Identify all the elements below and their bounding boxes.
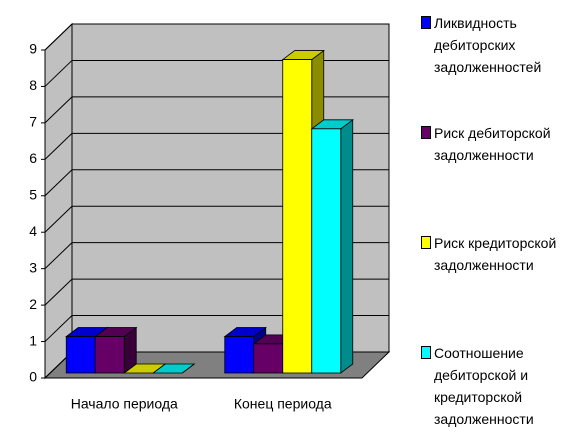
legend-swatch	[421, 126, 431, 139]
y-tick-label: 9	[29, 41, 37, 57]
y-tick-label: 5	[29, 186, 37, 202]
plot: 0 1 2 3 4 5 6 7 8 9 Начало периода Конец периода	[29, 22, 391, 412]
bar	[65, 336, 96, 374]
y-tick-label: 4	[29, 223, 37, 239]
y-tick-label: 2	[29, 296, 37, 312]
y-tick-label: 1	[29, 332, 37, 348]
legend-label: Ликвидность дебиторских задолженностей	[434, 15, 542, 75]
bar	[282, 59, 313, 374]
y-tick-label: 3	[29, 259, 37, 275]
side-wall	[44, 22, 73, 380]
x-tick-label: Конец периода	[234, 396, 332, 412]
bar-top	[152, 363, 196, 374]
legend-swatch	[421, 16, 431, 29]
grid-line	[44, 23, 389, 51]
bar	[94, 336, 125, 374]
y-tick-label: 0	[29, 369, 37, 385]
legend-label: Соотношение дебиторской и кредиторской з…	[434, 345, 534, 427]
legend-swatch	[421, 346, 431, 359]
y-tick-label: 6	[29, 150, 37, 166]
legend-label: Риск дебиторской задолженности	[434, 125, 551, 163]
bar-side	[340, 119, 354, 374]
bar	[253, 343, 284, 374]
y-tick-label: 7	[29, 114, 37, 130]
bar	[311, 128, 342, 374]
legend-label: Риск кредиторской задолженности	[434, 235, 557, 273]
bar	[224, 336, 255, 374]
x-tick-label: Начало периода	[71, 396, 178, 412]
y-tick-label: 8	[29, 77, 37, 93]
legend-swatch	[421, 236, 431, 249]
